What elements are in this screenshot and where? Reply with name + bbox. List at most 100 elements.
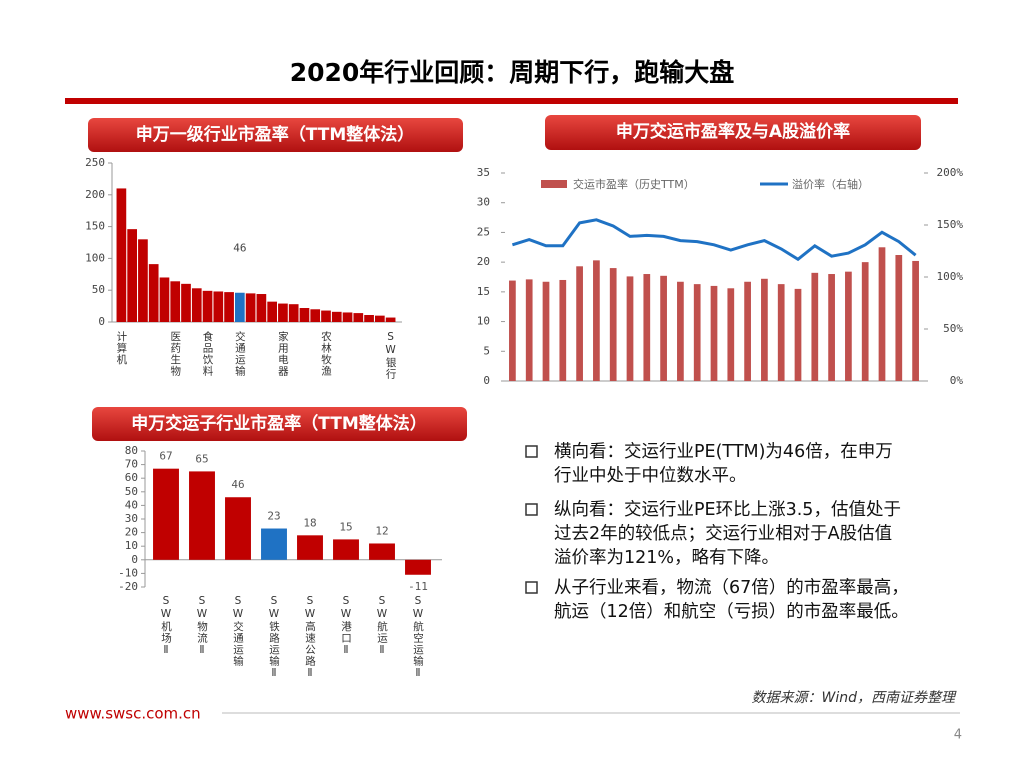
slide-title: 2020年行业回顾：周期下行，跑输大盘: [290, 58, 735, 87]
bar: [811, 272, 819, 381]
y-tick-label: 60: [125, 471, 138, 484]
bar: [626, 276, 634, 381]
bar: [385, 317, 396, 322]
bullet-line: 纵向看：交运行业PE环比上涨3.5，估值处于: [554, 500, 901, 520]
bar: [878, 247, 886, 381]
x-tick-label: SW航空运输Ⅱ: [412, 595, 424, 680]
bar: [261, 528, 287, 560]
bar: [189, 471, 215, 560]
chart-title: 申万交运子行业市盈率（TTM整体法）: [131, 413, 427, 434]
bar: [895, 255, 903, 381]
source: 数据来源：Wind，西南证券整理: [752, 690, 957, 706]
bar: [116, 188, 127, 322]
bar: [278, 303, 288, 322]
bullet-icons: [525, 445, 538, 594]
bar: [331, 311, 342, 322]
y-tick-label: 10: [125, 539, 138, 552]
bar: [127, 229, 137, 322]
x-tick-label: SW机场Ⅱ: [160, 595, 172, 657]
bar: [643, 274, 651, 381]
value-label: 23: [267, 510, 280, 523]
bar: [794, 288, 802, 381]
bar: [191, 288, 202, 322]
x-tick-label: 医药生物: [169, 331, 181, 377]
bar: [559, 279, 567, 381]
chart-title: 申万一级行业市盈率（TTM整体法）: [136, 124, 415, 145]
value-label: 46: [233, 242, 246, 255]
value-label: 15: [339, 520, 352, 533]
bar: [828, 274, 835, 381]
y-tick-label: 20: [125, 526, 138, 539]
bar: [297, 535, 323, 560]
y-tick-label: 50: [125, 485, 138, 498]
bar: [267, 301, 277, 322]
y-tick-label: 150%: [937, 218, 964, 231]
value-label: -11: [408, 580, 428, 593]
y-tick-label: 0%: [950, 374, 964, 387]
x-tick-label: 家用电器: [277, 330, 289, 377]
bar: [225, 497, 251, 560]
bullet-line: 行业中处于中位数水平。: [554, 466, 747, 486]
x-tick-label: SW物流Ⅱ: [196, 595, 208, 657]
x-tick-label: SW铁路运输Ⅱ: [268, 595, 280, 680]
bar: [333, 539, 359, 560]
y-tick-label: 5: [483, 344, 490, 357]
value-label: 67: [159, 450, 172, 463]
bar: [224, 292, 234, 322]
bar: [861, 262, 869, 381]
y-tick-label: 0: [131, 553, 138, 566]
bar: [202, 290, 213, 322]
x-tick-label: SW交通运输: [232, 595, 244, 667]
y-tick-label: 50: [92, 283, 105, 296]
bullet-line: 航运（12倍）和航空（亏损）的市盈率最低。: [554, 602, 909, 622]
bar: [375, 315, 385, 322]
y-tick-label: 35: [477, 166, 490, 179]
line: [511, 218, 917, 262]
bar: [310, 309, 321, 322]
y-tick-label: -10: [118, 566, 138, 579]
value-label: 18: [303, 516, 316, 529]
bar: [159, 277, 170, 322]
bar: [138, 239, 148, 322]
bar: [912, 260, 919, 381]
x-tick-label: 食品饮料: [202, 330, 214, 377]
y-tick-label: 25: [477, 225, 490, 238]
bar: [299, 308, 310, 322]
bullet-line: 从子行业来看，物流（67倍）的市盈率最高，: [554, 578, 909, 598]
legend-label: 交运市盈率（历史TTM）: [573, 177, 695, 191]
bar: [288, 304, 299, 322]
bar: [761, 278, 768, 381]
bar: [405, 559, 431, 575]
bar: [710, 285, 718, 381]
x-tick-label: 计算机: [115, 330, 127, 365]
bar: [170, 281, 181, 322]
bar: [777, 284, 785, 381]
y-tick-label: 40: [125, 498, 138, 511]
bar: [677, 281, 684, 381]
legend-label: 溢价率（右轴）: [792, 177, 869, 191]
y-tick-label: 100%: [937, 270, 964, 283]
website: www.swsc.com.cn: [65, 705, 201, 723]
x-tick-label: 农林牧渔: [320, 330, 332, 377]
bar: [245, 293, 256, 322]
bullet-line: 横向看：交运行业PE(TTM)为46倍，在申万: [554, 442, 893, 462]
bar: [609, 268, 617, 381]
y-tick-label: 15: [477, 285, 490, 298]
bar: [181, 283, 191, 322]
bar: [542, 281, 550, 381]
bar: [148, 264, 159, 322]
bar: [509, 280, 516, 381]
bar: [364, 315, 374, 322]
y-tick-label: -20: [118, 580, 138, 593]
value-label: 12: [375, 524, 388, 537]
bar: [593, 260, 600, 381]
title-rule: [65, 98, 958, 104]
value-label: 46: [231, 478, 244, 491]
chart-title: 申万交运市盈率及与A股溢价率: [616, 121, 850, 142]
bar: [235, 292, 245, 322]
x-tick-label: SW港口Ⅱ: [340, 595, 352, 657]
bar: [660, 275, 667, 381]
y-tick-label: 30: [477, 196, 490, 209]
bar: [213, 291, 224, 322]
y-tick-label: 10: [477, 315, 490, 328]
